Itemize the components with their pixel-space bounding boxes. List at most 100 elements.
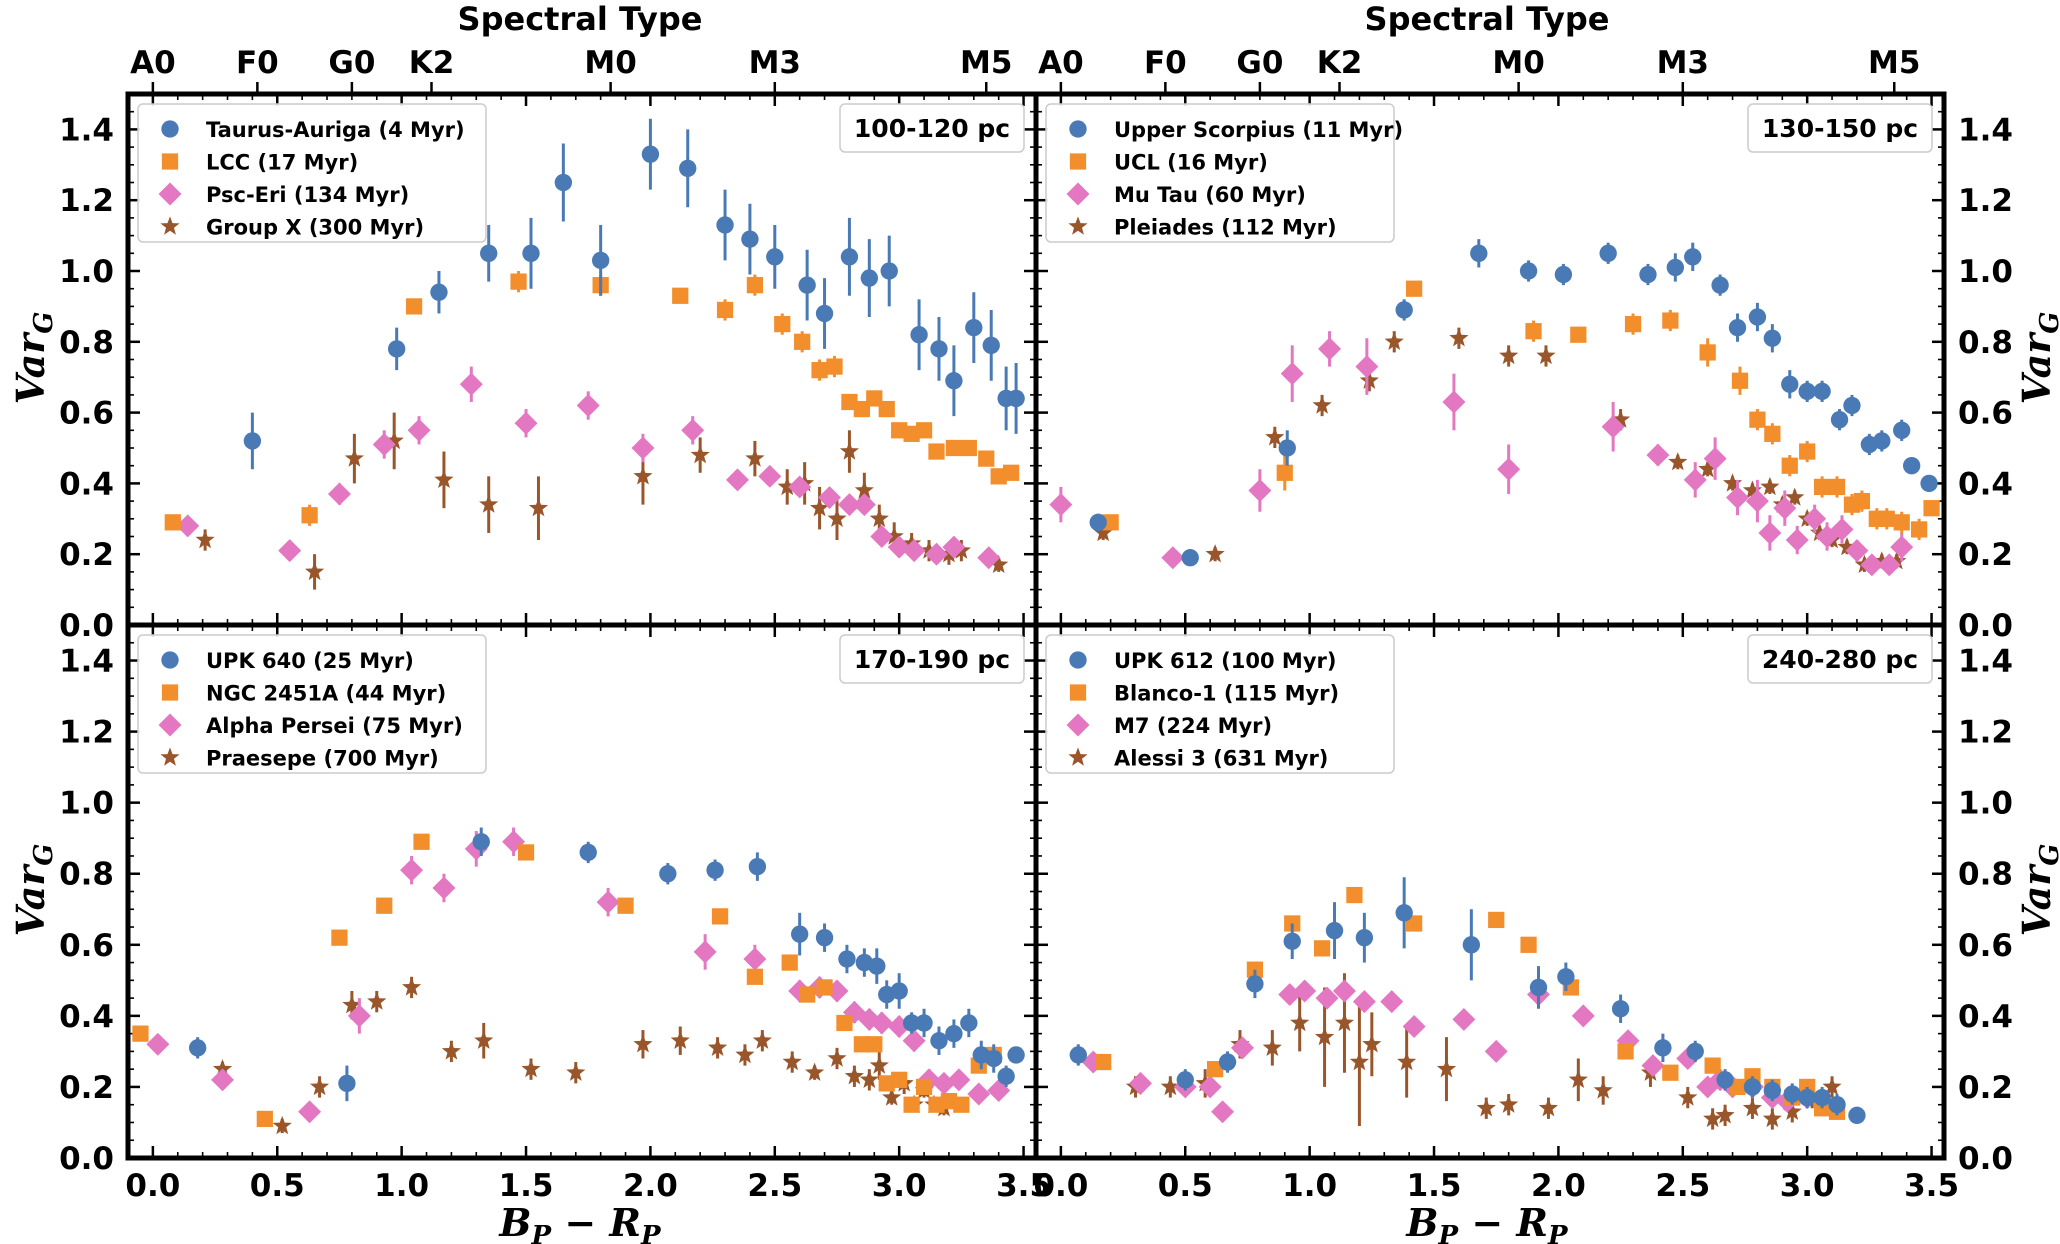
data-point — [1089, 513, 1107, 532]
y-tick-label: 0.2 — [59, 1070, 114, 1106]
legend-label: Alpha Persei (75 Myr) — [206, 714, 463, 738]
data-point — [1278, 983, 1302, 1007]
data-point — [1007, 389, 1025, 408]
y-tick-label: 0.4 — [59, 466, 114, 502]
data-point — [1452, 1007, 1476, 1031]
data-point — [1893, 421, 1911, 439]
distance-label-box — [1747, 103, 1933, 153]
y-tick-label: 0.4 — [1958, 999, 2013, 1035]
data-point — [746, 968, 764, 985]
data-point — [1406, 280, 1423, 297]
data-point — [1278, 439, 1296, 457]
data-point — [997, 1067, 1015, 1085]
data-point — [781, 954, 798, 971]
spectral-type-label: F0 — [236, 45, 279, 81]
data-point — [305, 561, 325, 581]
x-tick-label: 3.0 — [872, 1168, 927, 1204]
x-tick-label: 0.0 — [1033, 1168, 1088, 1204]
legend-box — [1045, 103, 1395, 243]
data-point — [405, 298, 423, 315]
x-axis-title-left: BP − RP — [498, 1200, 662, 1244]
data-point — [387, 340, 406, 358]
spectral-type-label: M3 — [1657, 45, 1709, 81]
data-point — [521, 1059, 541, 1078]
legend-marker-star — [1068, 216, 1088, 235]
data-point — [372, 432, 396, 456]
data-point — [1003, 464, 1020, 481]
data-point — [716, 301, 734, 319]
data-point — [748, 857, 767, 876]
data-point — [1611, 409, 1631, 428]
data-point — [1397, 1052, 1417, 1071]
legend-box — [137, 634, 487, 774]
legend-marker-circle — [1069, 651, 1087, 669]
data-point — [278, 539, 302, 563]
data-point — [338, 1074, 356, 1093]
data-point — [1703, 1108, 1723, 1128]
data-point — [758, 464, 782, 488]
y-tick-label: 0.8 — [1958, 857, 2013, 893]
spectral-type-label: G0 — [328, 45, 375, 81]
data-point — [1684, 248, 1702, 266]
data-point — [554, 173, 573, 192]
series-praesepe-700-myr — [212, 976, 954, 1135]
y-axis-title-bottom-left: VarG — [8, 844, 59, 937]
data-point — [517, 844, 535, 861]
data-point — [681, 418, 705, 442]
data-point — [1529, 978, 1548, 997]
y-tick-label: 1.4 — [1958, 644, 2013, 680]
distance-label-text: 130-150 pc — [1762, 114, 1918, 143]
legend-label: Blanco-1 (115 Myr) — [1114, 682, 1339, 706]
data-point — [1395, 301, 1413, 319]
data-point — [1822, 1076, 1842, 1096]
data-point — [1599, 244, 1617, 262]
data-point — [566, 1062, 586, 1081]
y-tick-label: 0.6 — [59, 396, 114, 432]
legend-label: UPK 612 (100 Myr) — [1114, 649, 1336, 673]
spectral-type-title-left: Spectral Type — [458, 0, 703, 38]
data-point — [1593, 1080, 1613, 1099]
data-point — [798, 276, 816, 294]
data-point — [1570, 326, 1587, 343]
legend-marker-diamond — [158, 182, 182, 206]
data-point — [342, 995, 362, 1014]
data-point — [818, 486, 842, 510]
data-point — [902, 1014, 921, 1032]
data-point — [1742, 1098, 1762, 1117]
y-tick-labels-left: 0.00.20.40.60.81.01.21.40.00.20.40.60.81… — [59, 112, 114, 1177]
data-point — [884, 526, 904, 545]
data-point — [1703, 447, 1727, 471]
data-point — [706, 861, 724, 879]
distance-label: 130-150 pc — [1747, 103, 1933, 153]
data-point — [402, 977, 422, 996]
data-point — [1262, 1037, 1282, 1056]
spectral-type-label: M5 — [1868, 45, 1920, 81]
data-point — [945, 372, 963, 390]
data-point — [869, 1055, 889, 1074]
y-tick-label: 1.4 — [59, 644, 114, 680]
data-point — [1205, 544, 1225, 563]
legend-marker-diamond — [158, 713, 182, 737]
distance-label: 100-120 pc — [839, 103, 1025, 153]
data-point — [1803, 507, 1827, 531]
data-point — [1853, 492, 1871, 510]
data-point — [942, 535, 966, 559]
x-tick-label: 2.0 — [623, 1168, 678, 1204]
data-point — [866, 390, 883, 407]
data-point — [164, 514, 181, 531]
y-tick-label: 1.0 — [59, 254, 114, 290]
data-point — [1877, 553, 1901, 577]
y-tick-label: 0.0 — [59, 1141, 114, 1177]
data-point — [1069, 1046, 1087, 1064]
data-point — [1315, 986, 1339, 1010]
data-point — [188, 1039, 207, 1057]
data-point — [880, 262, 898, 280]
data-point — [947, 1068, 971, 1092]
data-point — [596, 890, 620, 914]
legend-box — [1045, 634, 1395, 774]
y-axis-title-top-right: VarG — [2014, 312, 2060, 405]
distance-label-text: 240-280 pc — [1762, 645, 1918, 674]
data-point — [1911, 521, 1928, 538]
data-point — [1406, 915, 1423, 932]
